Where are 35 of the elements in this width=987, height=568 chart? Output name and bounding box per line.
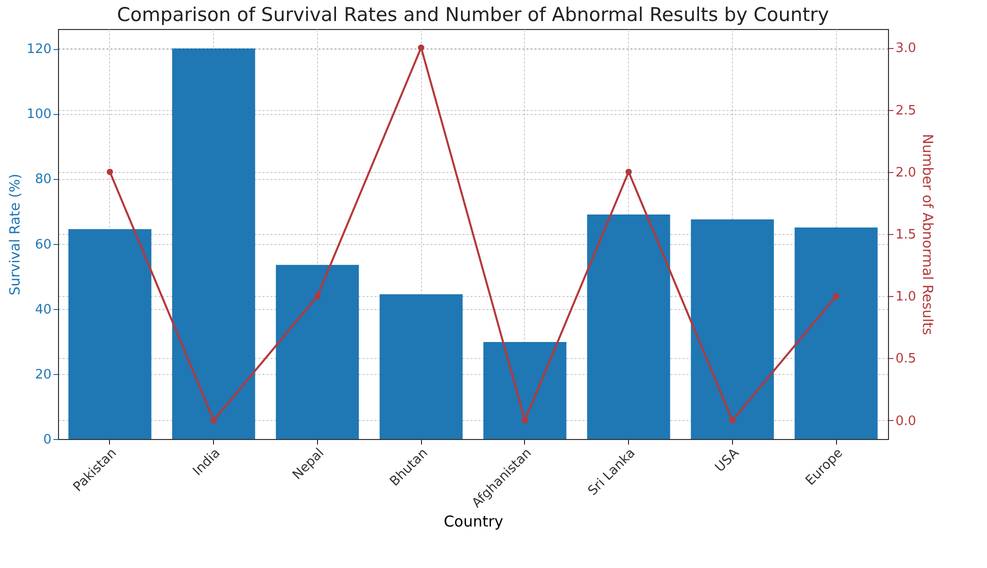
bar [794,227,878,439]
y2-tick-label: 2.0 [896,165,916,180]
chart-title: Comparison of Survival Rates and Number of Abnormal Results by Country [117,4,829,26]
bar [483,342,566,439]
x-tick-label: USA [712,446,742,476]
y2-tick-label: 2.5 [896,103,916,118]
y-tick-label: 120 [26,42,52,58]
y2-tick-label: 0.5 [896,352,916,367]
bar [276,264,359,439]
point [418,44,424,51]
point [729,417,736,424]
y-tick-label: 60 [34,237,52,252]
y2-tick-label: 1.5 [896,228,916,242]
bar [172,48,256,439]
bar [68,229,152,439]
point [210,417,217,424]
y2-tick-label: 1.0 [896,290,916,305]
y-tick-label: 100 [26,107,52,122]
y2-axis-title: Number of Abnormal Results [919,134,936,336]
point [522,417,528,424]
point [106,168,114,176]
y-tick-label: 0 [43,432,52,448]
point [314,292,321,300]
bar [380,294,463,439]
point [625,168,632,176]
bar [587,214,670,439]
y-axis-title: Survival Rate (%) [8,174,24,296]
y-tick-label: 80 [34,172,52,188]
y2-tick-label: 3.0 [896,41,916,56]
bar [690,219,774,439]
y-tick-label: 40 [34,302,52,318]
point [832,292,840,300]
y-tick-label: 20 [34,367,52,382]
x-axis-title: Country [444,512,504,530]
y2-tick-label: 0.0 [896,414,916,429]
